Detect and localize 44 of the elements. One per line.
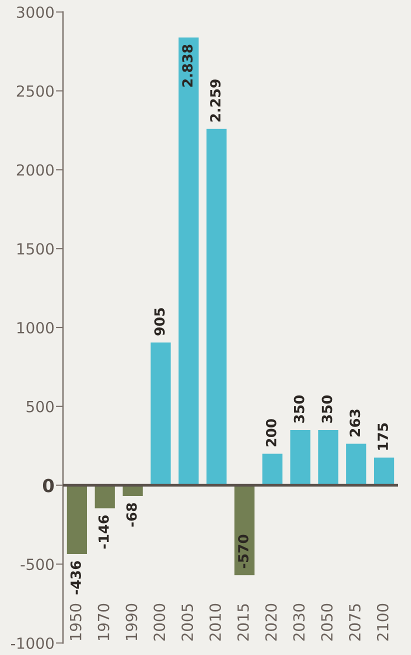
data-label: 350 xyxy=(322,395,332,423)
data-label: 2.259 xyxy=(210,80,221,122)
y-tick-label: 3000 xyxy=(16,6,54,18)
x-tick-label: 2005 xyxy=(182,604,194,641)
bar xyxy=(234,485,255,576)
x-tick-label: 1990 xyxy=(126,604,138,640)
bar xyxy=(150,342,171,486)
data-label: -570 xyxy=(238,534,248,568)
x-tick-label: 2050 xyxy=(321,604,333,641)
data-label: 200 xyxy=(266,419,276,446)
bar xyxy=(178,38,199,486)
x-tick-label: 2030 xyxy=(293,604,305,641)
bar xyxy=(346,444,366,486)
bar xyxy=(374,458,394,486)
y-tick-label: 1000 xyxy=(17,322,54,334)
x-tick-label: 2000 xyxy=(154,604,166,641)
data-label: -68 xyxy=(126,503,137,527)
x-tick-label: 1970 xyxy=(98,604,110,640)
y-tick-label: 2000 xyxy=(16,164,54,176)
x-tick-label: 2020 xyxy=(265,604,277,641)
y-tick-label: 500 xyxy=(26,400,54,412)
data-label: -146 xyxy=(98,515,109,549)
y-tick-label: 2500 xyxy=(16,85,54,97)
y-tick-label: -500 xyxy=(20,558,54,570)
data-label: 263 xyxy=(350,410,360,436)
data-label: 2.838 xyxy=(182,44,193,87)
bar xyxy=(318,430,338,486)
bar xyxy=(206,128,227,486)
y-tick-label: 1500 xyxy=(17,243,54,255)
data-label: 905 xyxy=(154,308,165,336)
y-tick-label: 0 xyxy=(42,478,54,492)
x-tick-label: 2100 xyxy=(376,604,388,641)
bar xyxy=(66,485,88,554)
data-label: 350 xyxy=(294,395,304,423)
x-tick-label: 2010 xyxy=(209,604,221,641)
data-label: -436 xyxy=(70,561,81,594)
data-label: 175 xyxy=(378,423,388,450)
bar xyxy=(262,454,282,486)
bar xyxy=(94,485,115,508)
y-tick-label: -1000 xyxy=(11,637,54,650)
bar xyxy=(290,430,310,486)
x-tick-label: 2075 xyxy=(349,604,361,641)
x-tick-label: 1950 xyxy=(70,604,82,640)
x-tick-label: 2015 xyxy=(237,604,249,641)
